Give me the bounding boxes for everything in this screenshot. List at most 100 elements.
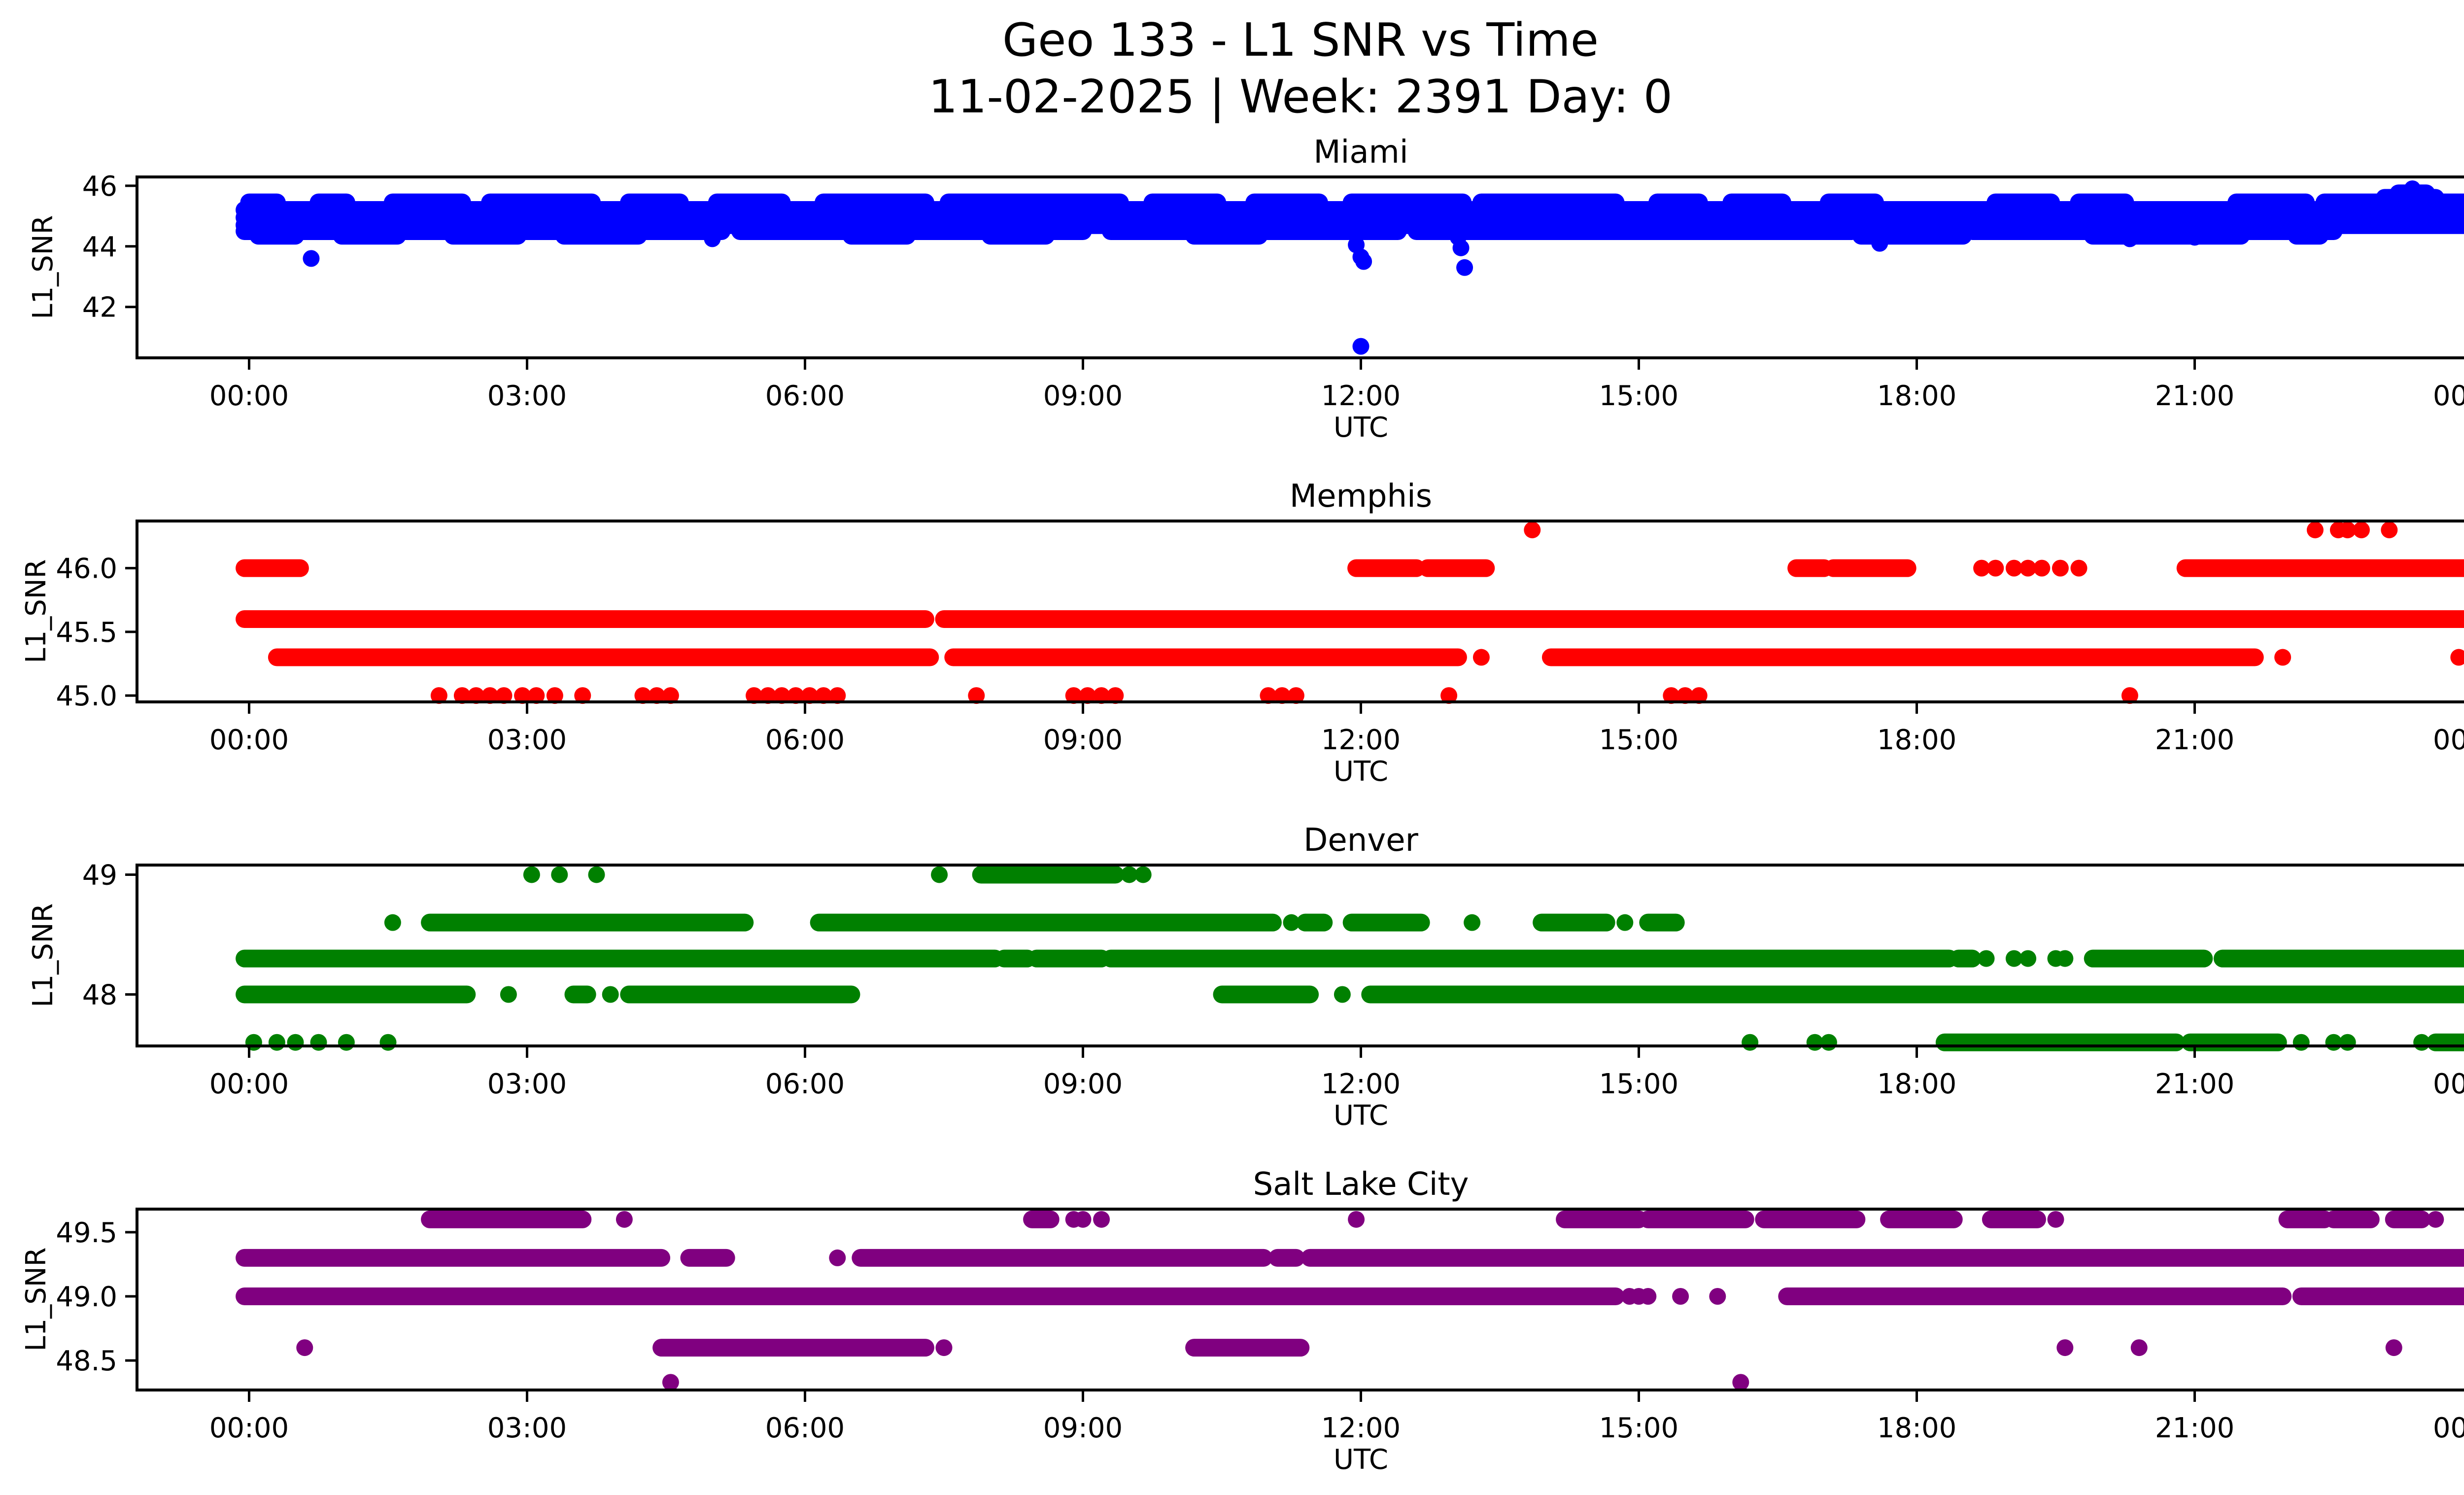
- x-tick-label: 03:00: [487, 1068, 567, 1100]
- data-point: [1973, 559, 1990, 577]
- data-point: [2186, 229, 2203, 246]
- scatter-series-memphis: [236, 522, 2464, 704]
- x-tick-label: 09:00: [1043, 724, 1123, 756]
- y-tick-label: 44: [82, 231, 117, 263]
- data-point: [1524, 522, 1541, 539]
- data-point: [634, 687, 651, 704]
- data-point: [1355, 253, 1372, 270]
- data-point: [1464, 914, 1481, 931]
- x-tick-label: 15:00: [1599, 1412, 1678, 1444]
- subplot-denver: 00:00 03:00 06:00 09:00 12:00 15:00 18:00 21:00…: [82, 859, 2464, 1100]
- x-tick-label: 06:00: [765, 380, 845, 412]
- x-tick-label: 21:00: [2155, 1412, 2234, 1444]
- subplot-miami: 00:00 03:00 06:00 09:00 12:00 15:00 18:00 21:00…: [82, 171, 2464, 412]
- data-point: [931, 866, 948, 883]
- x-tick-label: 12:00: [1321, 1068, 1401, 1100]
- y-tick-label: 42: [82, 292, 117, 324]
- data-point: [704, 230, 721, 247]
- y-tick-label: 48: [82, 979, 117, 1011]
- subplot-title-salt-lake-city: Salt Lake City: [1253, 1166, 1469, 1203]
- data-point: [2381, 522, 2398, 539]
- x-tick-label: 00:00: [209, 1412, 289, 1444]
- data-point: [2121, 230, 2138, 247]
- x-tick-label: 03:00: [487, 724, 567, 756]
- data-point: [968, 687, 985, 704]
- subplot-title-denver: Denver: [1303, 822, 1418, 859]
- scatter-series-miami: [236, 180, 2464, 355]
- data-point: [1287, 687, 1304, 704]
- x-tick-label: 15:00: [1599, 380, 1678, 412]
- data-point: [829, 1249, 846, 1266]
- data-point: [815, 687, 832, 704]
- data-point: [1987, 559, 2004, 577]
- x-tick-label: 12:00: [1321, 724, 1401, 756]
- x-tick-label: 18:00: [1877, 380, 1956, 412]
- data-point: [1348, 1211, 1365, 1228]
- x-tick-label: 00:00: [2433, 380, 2464, 412]
- x-tick-label: 00:00: [2433, 1412, 2464, 1444]
- data-point: [662, 1374, 679, 1391]
- data-point: [616, 1211, 633, 1228]
- data-point: [662, 687, 679, 704]
- x-tick-label: 15:00: [1599, 724, 1678, 756]
- data-point: [574, 687, 591, 704]
- x-tick-label: 12:00: [1321, 380, 1401, 412]
- data-point: [1820, 1034, 1837, 1051]
- data-point: [2070, 559, 2088, 577]
- data-point: [310, 1034, 327, 1051]
- data-point: [1260, 687, 1277, 704]
- data-point: [2130, 1339, 2148, 1356]
- data-point: [1283, 914, 1300, 931]
- data-point: [1440, 687, 1458, 704]
- data-point: [588, 866, 605, 883]
- data-point: [1093, 687, 1110, 704]
- data-point: [481, 687, 499, 704]
- x-tick-label: 06:00: [765, 1412, 845, 1444]
- x-axis-label-miami: UTC: [1333, 412, 1388, 444]
- data-point: [1672, 1287, 1689, 1305]
- data-point: [546, 687, 563, 704]
- data-point: [453, 687, 471, 704]
- data-point: [1978, 950, 1995, 967]
- scatter-series-denver: [236, 866, 2464, 1051]
- data-point: [2052, 559, 2069, 577]
- data-point: [303, 250, 320, 267]
- x-tick-label: 00:00: [209, 724, 289, 756]
- data-point: [773, 687, 790, 704]
- data-point: [2005, 559, 2022, 577]
- data-point: [430, 687, 447, 704]
- data-point: [648, 687, 665, 704]
- data-point: [379, 1034, 397, 1051]
- data-point: [1616, 914, 1634, 931]
- subplot-salt-lake-city: 00:00 03:00 06:00 09:00 12:00 15:00 18:00 21:00…: [56, 1208, 2464, 1444]
- data-point: [2274, 649, 2292, 666]
- x-tick-label: 09:00: [1043, 380, 1123, 412]
- data-point: [1663, 687, 1680, 704]
- data-point: [1472, 649, 1490, 666]
- data-point: [2033, 559, 2051, 577]
- data-point: [296, 1339, 313, 1356]
- data-point: [2306, 522, 2324, 539]
- data-point: [1134, 866, 1152, 883]
- x-tick-label: 06:00: [765, 724, 845, 756]
- data-point: [514, 687, 531, 704]
- x-tick-label: 18:00: [1877, 1412, 1956, 1444]
- data-point: [2293, 1034, 2310, 1051]
- data-point: [2056, 950, 2074, 967]
- data-point: [1074, 1211, 1092, 1228]
- data-point: [1065, 687, 1082, 704]
- data-point: [2404, 180, 2421, 197]
- y-tick-label: 49.5: [56, 1217, 117, 1249]
- x-tick-label: 03:00: [487, 380, 567, 412]
- data-point: [1334, 986, 1351, 1003]
- data-point: [1690, 687, 1708, 704]
- y-tick-label: 46: [82, 171, 117, 203]
- subplot-title-memphis: Memphis: [1289, 478, 1433, 515]
- data-point: [787, 687, 804, 704]
- data-point: [2385, 1339, 2402, 1356]
- data-point: [1273, 687, 1291, 704]
- y-tick-label: 49: [82, 859, 117, 891]
- data-point: [1107, 687, 1124, 704]
- x-tick-label: 03:00: [487, 1412, 567, 1444]
